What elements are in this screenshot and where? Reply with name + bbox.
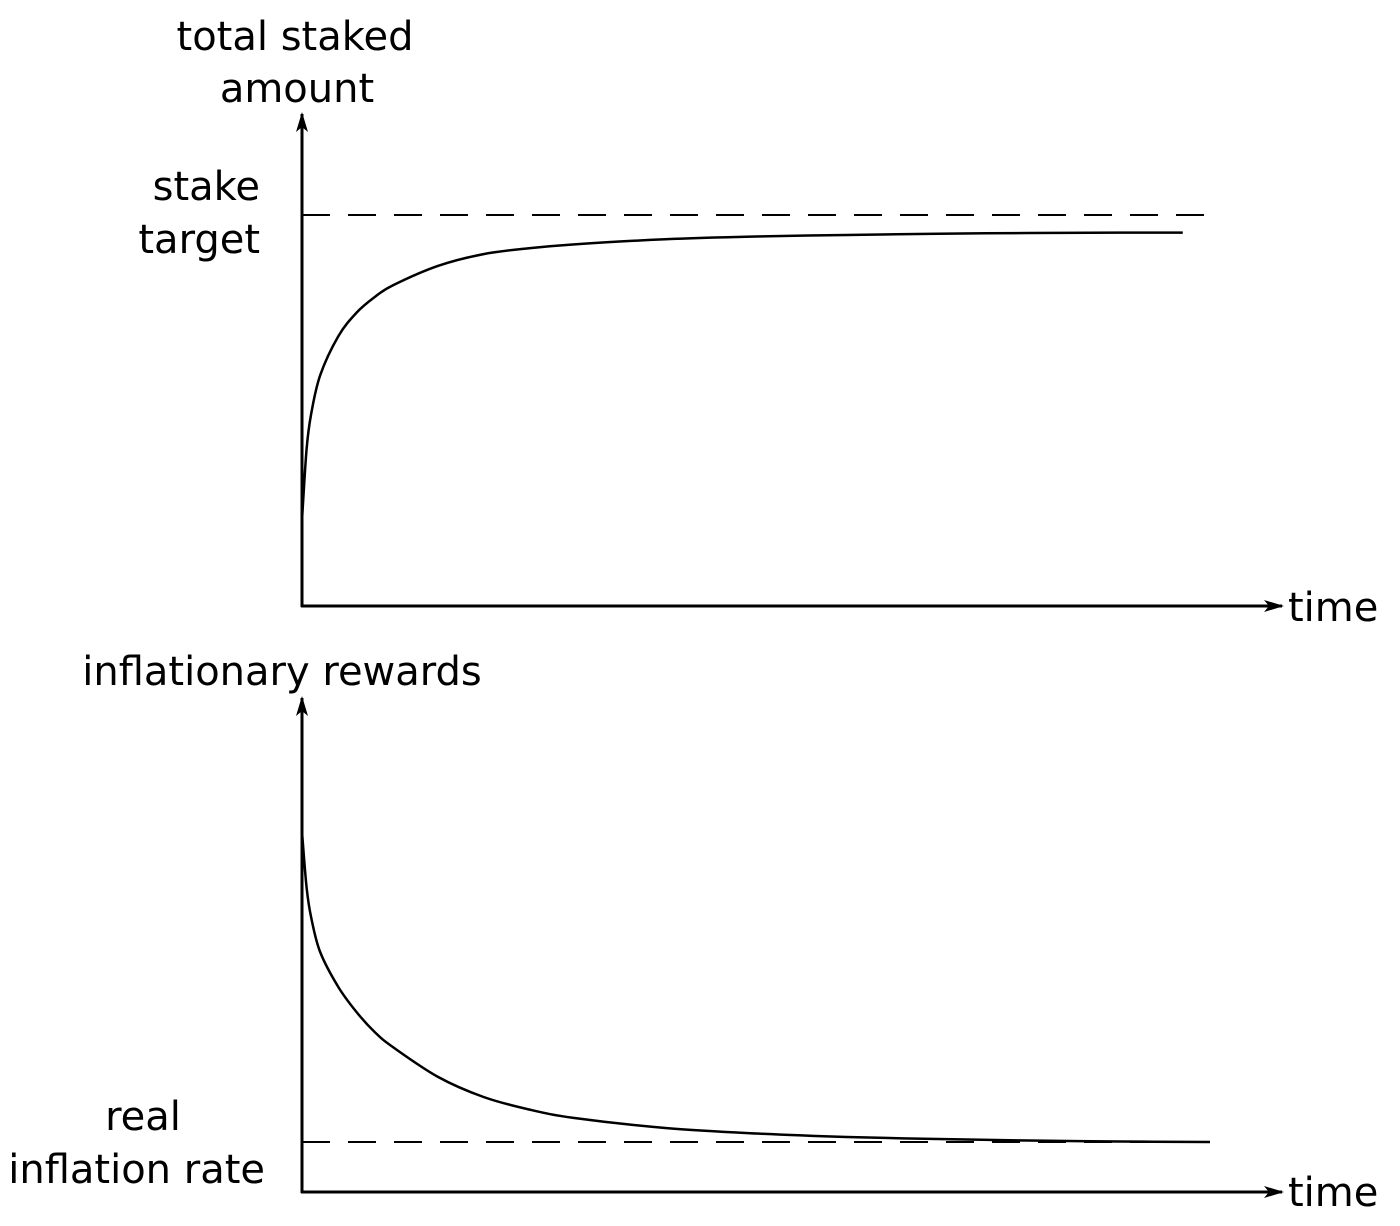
reference-label-line-2: inflation rate [8,1147,265,1193]
chart-inflationary-rewards: inflationary rewards real inflation rate… [8,649,1378,1216]
chart-total-staked: total staked amount stake target time [138,14,1378,631]
series-line-total-staked [300,231,1183,521]
x-axis-label: time [1288,1170,1378,1216]
reference-label-line-1: real [105,1094,181,1140]
reference-label-line-1: stake [153,164,260,210]
y-axis-label-line-1: total staked [177,14,414,60]
reference-label-line-2: target [138,217,260,263]
x-axis-label: time [1288,585,1378,631]
y-axis-label-line-2: amount [220,66,374,112]
series-line-inflationary-rewards [300,831,1211,1144]
y-axis-label: inflationary rewards [82,649,482,695]
